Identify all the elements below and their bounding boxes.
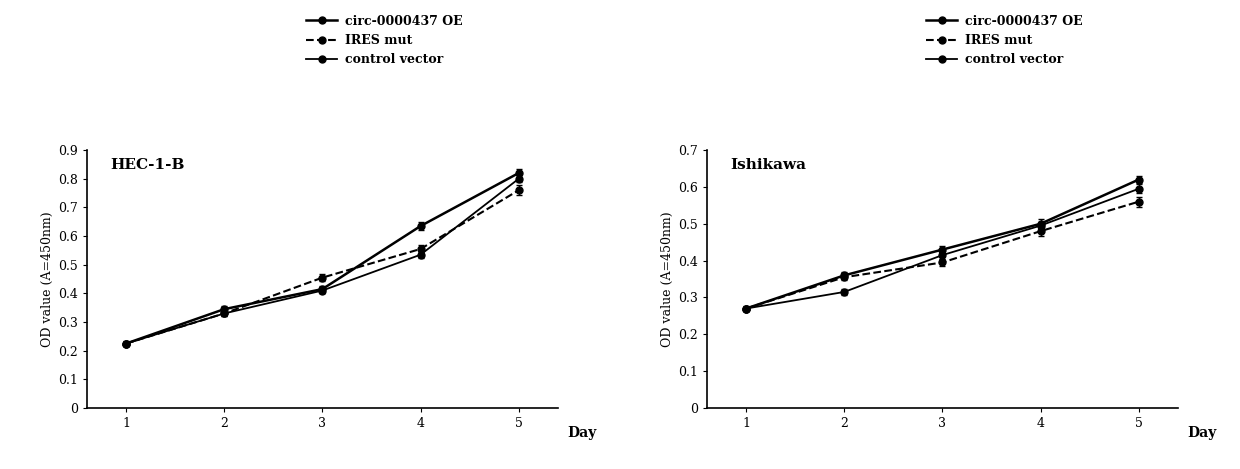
Y-axis label: OD value (A=450nm): OD value (A=450nm) xyxy=(661,211,673,347)
Text: HEC-1-B: HEC-1-B xyxy=(110,158,185,172)
Legend: circ-0000437 OE, IRES mut, control vector: circ-0000437 OE, IRES mut, control vecto… xyxy=(303,11,466,70)
Text: Day: Day xyxy=(1188,426,1216,440)
Text: Day: Day xyxy=(568,426,596,440)
Y-axis label: OD value (A=450nm): OD value (A=450nm) xyxy=(41,211,53,347)
Text: Ishikawa: Ishikawa xyxy=(730,158,806,172)
Legend: circ-0000437 OE, IRES mut, control vector: circ-0000437 OE, IRES mut, control vecto… xyxy=(923,11,1086,70)
